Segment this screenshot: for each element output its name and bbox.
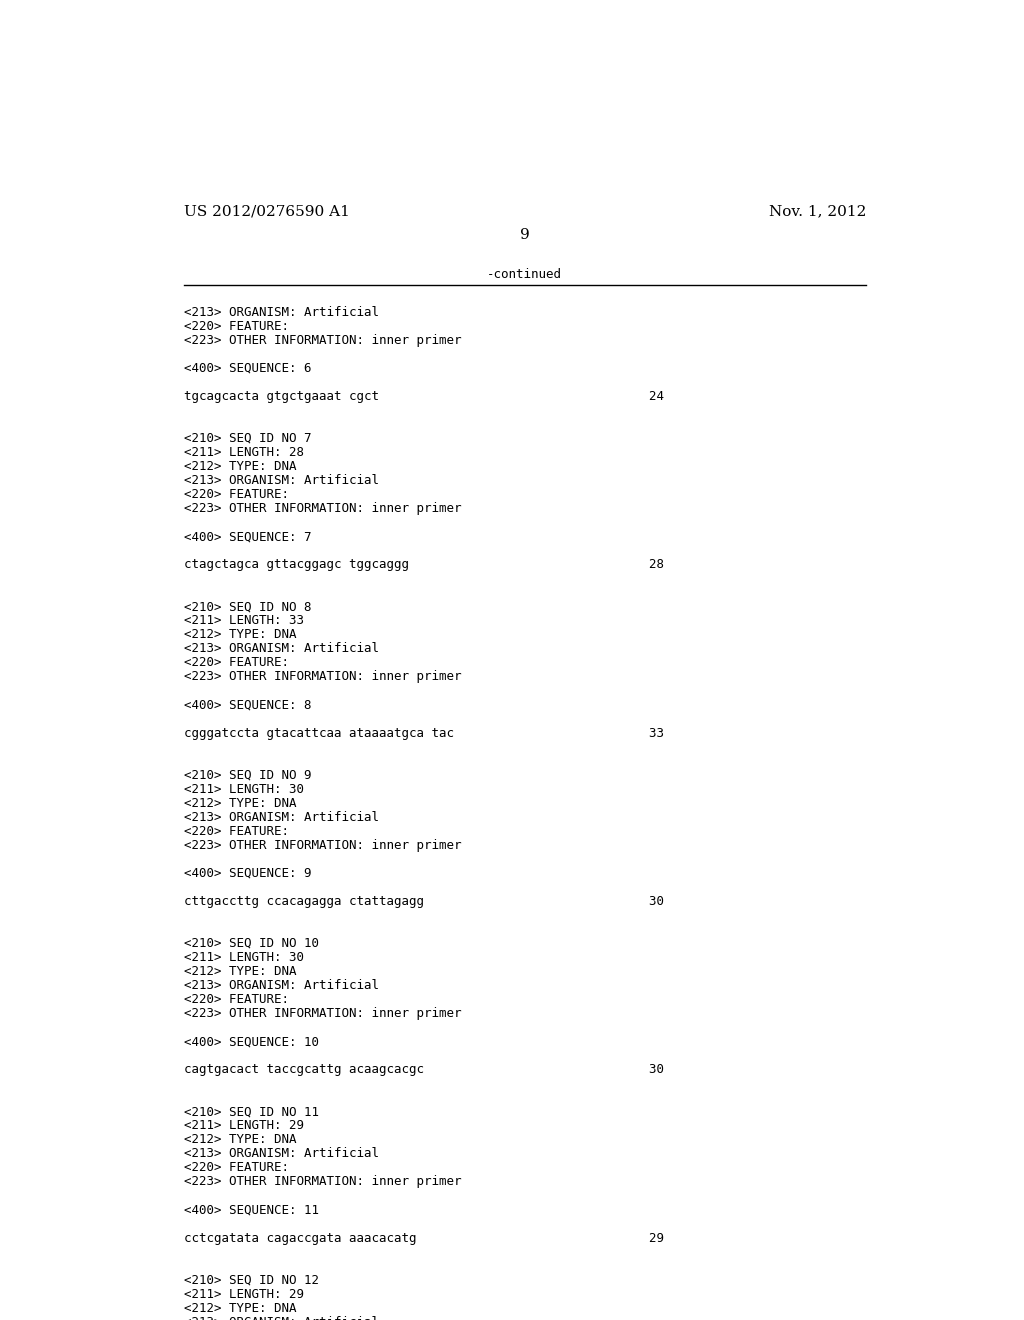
Text: <223> OTHER INFORMATION: inner primer: <223> OTHER INFORMATION: inner primer [183, 838, 461, 851]
Text: <223> OTHER INFORMATION: inner primer: <223> OTHER INFORMATION: inner primer [183, 1175, 461, 1188]
Text: <212> TYPE: DNA: <212> TYPE: DNA [183, 797, 296, 809]
Text: <211> LENGTH: 29: <211> LENGTH: 29 [183, 1287, 303, 1300]
Text: cttgaccttg ccacagagga ctattagagg                              30: cttgaccttg ccacagagga ctattagagg 30 [183, 895, 664, 908]
Text: <223> OTHER INFORMATION: inner primer: <223> OTHER INFORMATION: inner primer [183, 1007, 461, 1020]
Text: <400> SEQUENCE: 11: <400> SEQUENCE: 11 [183, 1204, 318, 1217]
Text: <220> FEATURE:: <220> FEATURE: [183, 319, 289, 333]
Text: <210> SEQ ID NO 10: <210> SEQ ID NO 10 [183, 937, 318, 950]
Text: <212> TYPE: DNA: <212> TYPE: DNA [183, 1134, 296, 1146]
Text: <220> FEATURE:: <220> FEATURE: [183, 825, 289, 838]
Text: cgggatccta gtacattcaa ataaaatgca tac                          33: cgggatccta gtacattcaa ataaaatgca tac 33 [183, 726, 664, 739]
Text: <210> SEQ ID NO 7: <210> SEQ ID NO 7 [183, 432, 311, 445]
Text: <223> OTHER INFORMATION: inner primer: <223> OTHER INFORMATION: inner primer [183, 502, 461, 515]
Text: ctagctagca gttacggagc tggcaggg                                28: ctagctagca gttacggagc tggcaggg 28 [183, 558, 664, 572]
Text: <212> TYPE: DNA: <212> TYPE: DNA [183, 1302, 296, 1315]
Text: <212> TYPE: DNA: <212> TYPE: DNA [183, 965, 296, 978]
Text: <210> SEQ ID NO 12: <210> SEQ ID NO 12 [183, 1274, 318, 1287]
Text: <223> OTHER INFORMATION: inner primer: <223> OTHER INFORMATION: inner primer [183, 334, 461, 347]
Text: <213> ORGANISM: Artificial: <213> ORGANISM: Artificial [183, 810, 379, 824]
Text: <210> SEQ ID NO 9: <210> SEQ ID NO 9 [183, 768, 311, 781]
Text: <211> LENGTH: 29: <211> LENGTH: 29 [183, 1119, 303, 1133]
Text: <210> SEQ ID NO 11: <210> SEQ ID NO 11 [183, 1105, 318, 1118]
Text: <400> SEQUENCE: 10: <400> SEQUENCE: 10 [183, 1035, 318, 1048]
Text: <213> ORGANISM: Artificial: <213> ORGANISM: Artificial [183, 306, 379, 318]
Text: US 2012/0276590 A1: US 2012/0276590 A1 [183, 205, 349, 218]
Text: <212> TYPE: DNA: <212> TYPE: DNA [183, 628, 296, 642]
Text: <211> LENGTH: 30: <211> LENGTH: 30 [183, 950, 303, 964]
Text: <213> ORGANISM: Artificial: <213> ORGANISM: Artificial [183, 979, 379, 993]
Text: <400> SEQUENCE: 9: <400> SEQUENCE: 9 [183, 867, 311, 880]
Text: <400> SEQUENCE: 8: <400> SEQUENCE: 8 [183, 698, 311, 711]
Text: <220> FEATURE:: <220> FEATURE: [183, 656, 289, 669]
Text: <400> SEQUENCE: 6: <400> SEQUENCE: 6 [183, 362, 311, 375]
Text: <212> TYPE: DNA: <212> TYPE: DNA [183, 461, 296, 473]
Text: <223> OTHER INFORMATION: inner primer: <223> OTHER INFORMATION: inner primer [183, 671, 461, 684]
Text: cagtgacact taccgcattg acaagcacgc                              30: cagtgacact taccgcattg acaagcacgc 30 [183, 1063, 664, 1076]
Text: Nov. 1, 2012: Nov. 1, 2012 [769, 205, 866, 218]
Text: <220> FEATURE:: <220> FEATURE: [183, 1162, 289, 1175]
Text: tgcagcacta gtgctgaaat cgct                                    24: tgcagcacta gtgctgaaat cgct 24 [183, 389, 664, 403]
Text: <220> FEATURE:: <220> FEATURE: [183, 488, 289, 502]
Text: <400> SEQUENCE: 7: <400> SEQUENCE: 7 [183, 531, 311, 544]
Text: cctcgatata cagaccgata aaacacatg                               29: cctcgatata cagaccgata aaacacatg 29 [183, 1232, 664, 1245]
Text: <210> SEQ ID NO 8: <210> SEQ ID NO 8 [183, 601, 311, 614]
Text: <220> FEATURE:: <220> FEATURE: [183, 993, 289, 1006]
Text: <211> LENGTH: 30: <211> LENGTH: 30 [183, 783, 303, 796]
Text: <213> ORGANISM: Artificial: <213> ORGANISM: Artificial [183, 474, 379, 487]
Text: -continued: -continued [487, 268, 562, 281]
Text: <213> ORGANISM: Artificial: <213> ORGANISM: Artificial [183, 1147, 379, 1160]
Text: <213> ORGANISM: Artificial: <213> ORGANISM: Artificial [183, 643, 379, 656]
Text: 9: 9 [520, 227, 529, 242]
Text: <211> LENGTH: 28: <211> LENGTH: 28 [183, 446, 303, 459]
Text: <213> ORGANISM: Artificial: <213> ORGANISM: Artificial [183, 1316, 379, 1320]
Text: <211> LENGTH: 33: <211> LENGTH: 33 [183, 614, 303, 627]
